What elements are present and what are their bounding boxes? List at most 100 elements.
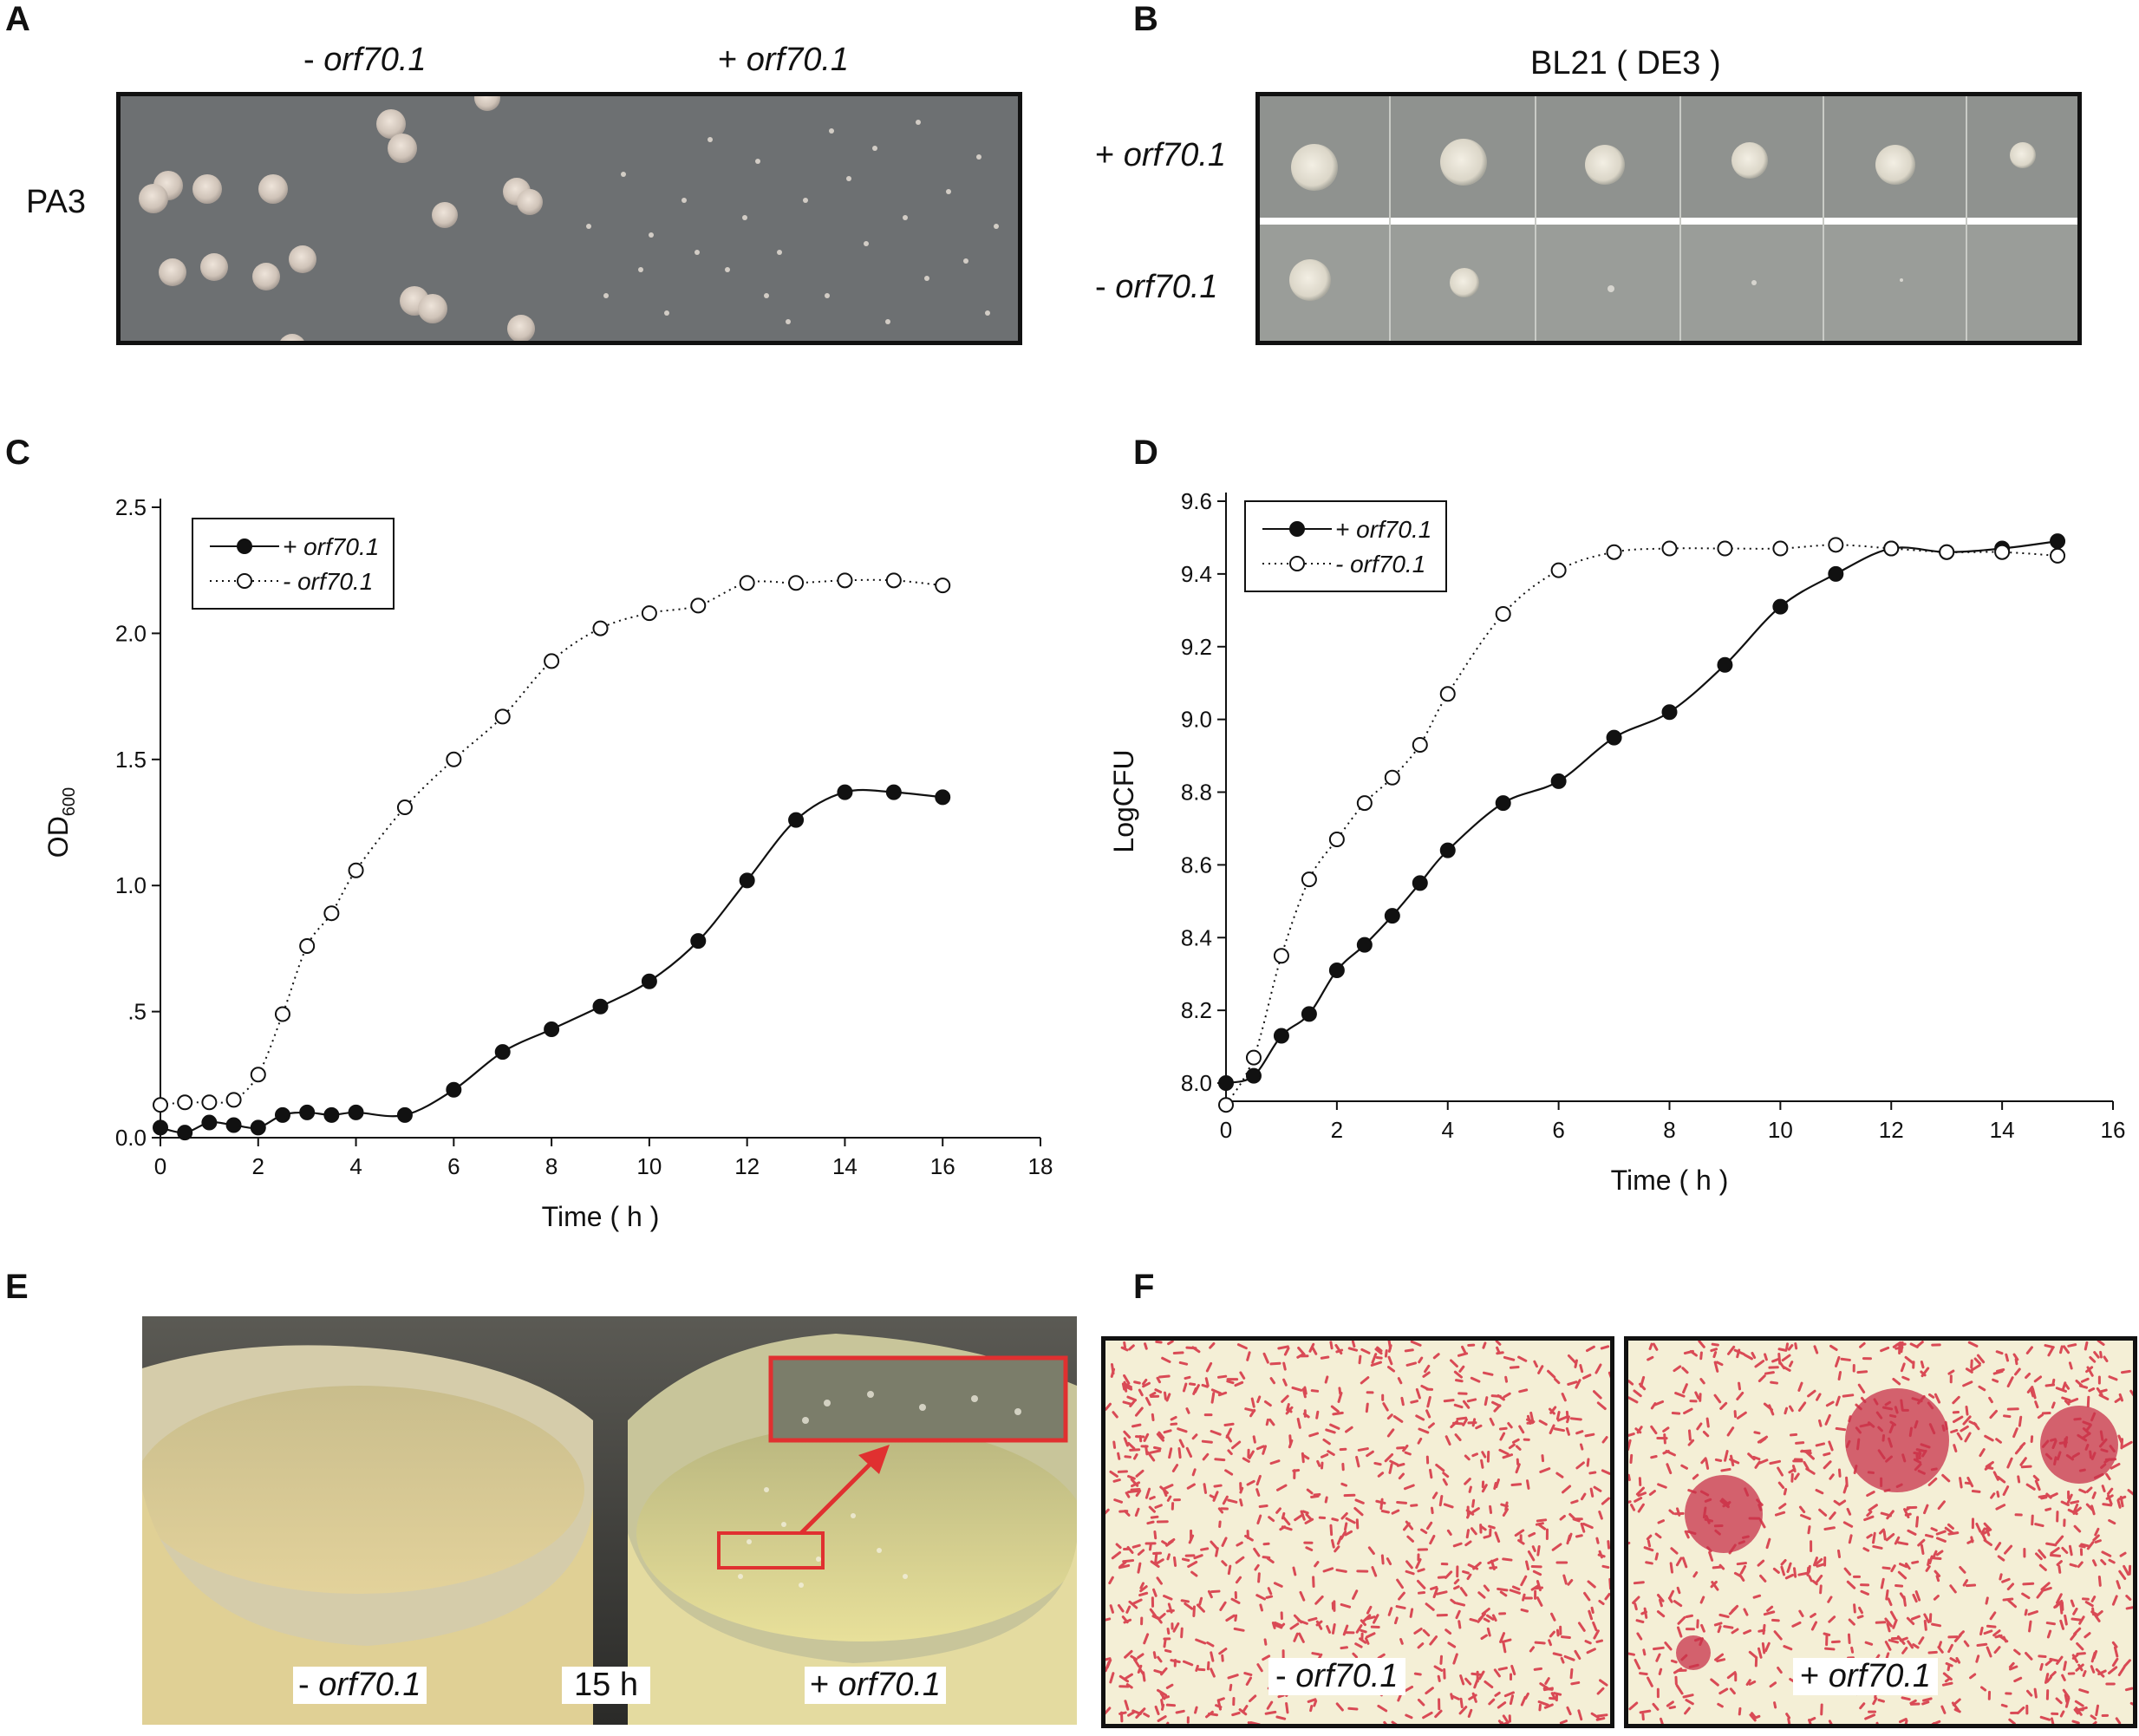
panel-b-letter: B [1133, 0, 1158, 38]
data-point-series-1 [323, 1106, 340, 1123]
data-point-series-1 [1772, 598, 1789, 615]
y-axis-label: OD600 [42, 787, 79, 858]
cell-aggregate [1845, 1388, 1949, 1492]
data-point-series-1 [225, 1117, 242, 1133]
data-point-series-2 [1218, 1097, 1234, 1113]
panel-a-plate-colonies [121, 96, 1018, 341]
legend-swatch-marker [1289, 521, 1305, 537]
x-tick-label: 4 [1442, 1117, 1454, 1143]
legend-label: - orf70.1 [283, 568, 373, 595]
data-point-series-2 [323, 905, 340, 922]
y-tick-label: 8.2 [1181, 997, 1212, 1023]
panel-e-left-label: - orf70.1 [293, 1667, 427, 1704]
data-point-series-1 [153, 1119, 168, 1136]
data-point-series-2 [1245, 1049, 1262, 1066]
data-point-series-1 [837, 784, 853, 800]
data-point-series-2 [1828, 537, 1844, 553]
y-tick-label: 2.0 [115, 620, 147, 646]
x-tick-label: 16 [2101, 1117, 2126, 1143]
y-axis-label-subscript: 600 [60, 787, 79, 816]
y-tick-label: 9.4 [1181, 561, 1212, 587]
data-point-series-2 [153, 1097, 168, 1113]
x-tick-label: 18 [1028, 1153, 1053, 1179]
x-tick-label: 2 [1331, 1117, 1343, 1143]
panel-c-letter: C [5, 434, 30, 472]
y-tick-label: 9.6 [1181, 488, 1212, 514]
legend-swatch-marker [1289, 556, 1305, 571]
data-point-series-2 [1772, 540, 1789, 557]
y-tick-label: 8.0 [1181, 1070, 1212, 1096]
data-point-series-2 [1883, 540, 1900, 557]
series-line-2 [1225, 544, 2058, 1106]
panel-e-flasks [142, 1316, 1077, 1725]
legend-label: + orf70.1 [1335, 516, 1431, 543]
data-point-series-2 [1301, 871, 1317, 888]
cell-aggregate [1676, 1635, 1711, 1670]
data-point-series-2 [690, 597, 707, 614]
data-point-series-2 [1356, 795, 1373, 812]
y-tick-label: 8.8 [1181, 780, 1212, 806]
data-point-series-2 [641, 605, 657, 622]
y-tick-label: 9.0 [1181, 707, 1212, 733]
data-point-series-2 [2050, 547, 2066, 564]
data-point-series-2 [177, 1094, 193, 1111]
x-tick-label: 16 [930, 1153, 955, 1179]
y-tick-label: 0.0 [115, 1125, 147, 1151]
data-point-series-2 [739, 575, 755, 591]
data-point-series-1 [1412, 875, 1428, 891]
y-axis-label: LogCFU [1108, 749, 1139, 852]
data-point-series-1 [1550, 773, 1567, 789]
panel-a-col-minus-label: - orf70.1 [303, 42, 427, 78]
data-point-series-2 [1661, 540, 1678, 557]
data-point-series-2 [935, 578, 951, 594]
panel-e-right-label: + orf70.1 [805, 1667, 947, 1704]
data-point-series-2 [1994, 544, 2011, 560]
series-line-1 [1225, 540, 2058, 1085]
y-axis-label-main: OD [42, 816, 74, 858]
data-point-series-2 [250, 1067, 266, 1083]
panel-b-strain-label: BL21 ( DE3 ) [1530, 45, 1721, 82]
y-tick-label: 1.5 [115, 747, 147, 773]
data-point-series-2 [1439, 686, 1456, 702]
x-tick-label: 8 [1663, 1117, 1675, 1143]
chart-c: 0 2 4 6 8 10 12 14 16 18 0.0 .5 1.0 1.5 2.0 2.5 Time ( h… [42, 494, 1053, 1232]
data-point-series-1 [1717, 656, 1733, 673]
x-tick-label: 4 [349, 1153, 362, 1179]
data-point-series-2 [1717, 540, 1733, 557]
data-point-series-1 [1439, 842, 1456, 858]
data-point-series-1 [1495, 795, 1511, 812]
data-point-series-2 [1495, 606, 1511, 623]
data-point-series-1 [739, 872, 755, 889]
panel-b-row-minus-label: - orf70.1 [1095, 269, 1218, 305]
legend-swatch-marker [237, 573, 252, 589]
panel-e-letter: E [5, 1268, 29, 1306]
data-point-series-1 [1328, 963, 1345, 979]
data-point-series-1 [885, 784, 902, 800]
panel-a-letter: A [5, 0, 30, 38]
cell-aggregate [1685, 1475, 1763, 1553]
data-point-series-1 [1245, 1067, 1262, 1084]
y-tick-label: 8.6 [1181, 852, 1212, 878]
data-point-series-2 [274, 1006, 290, 1022]
data-point-series-1 [348, 1104, 364, 1120]
panel-e-flask-photo [142, 1316, 1077, 1725]
data-point-series-2 [592, 620, 609, 636]
data-point-series-1 [1828, 565, 1844, 582]
data-point-series-2 [1273, 948, 1289, 964]
data-point-series-1 [201, 1114, 218, 1131]
data-point-series-1 [935, 789, 951, 806]
data-point-series-2 [1939, 544, 1955, 560]
data-point-series-2 [396, 799, 413, 816]
y-tick-label: 2.5 [115, 494, 147, 520]
x-tick-label: 14 [832, 1153, 858, 1179]
data-point-series-2 [885, 572, 902, 589]
data-point-series-2 [494, 708, 511, 725]
panel-e-time-label: 15 h [562, 1667, 650, 1704]
x-tick-label: 0 [1220, 1117, 1232, 1143]
data-point-series-1 [788, 812, 805, 828]
data-point-series-2 [299, 937, 316, 954]
data-point-series-1 [1301, 1006, 1317, 1022]
data-point-series-1 [396, 1106, 413, 1123]
data-point-series-1 [446, 1081, 462, 1098]
data-point-series-2 [1412, 736, 1428, 753]
